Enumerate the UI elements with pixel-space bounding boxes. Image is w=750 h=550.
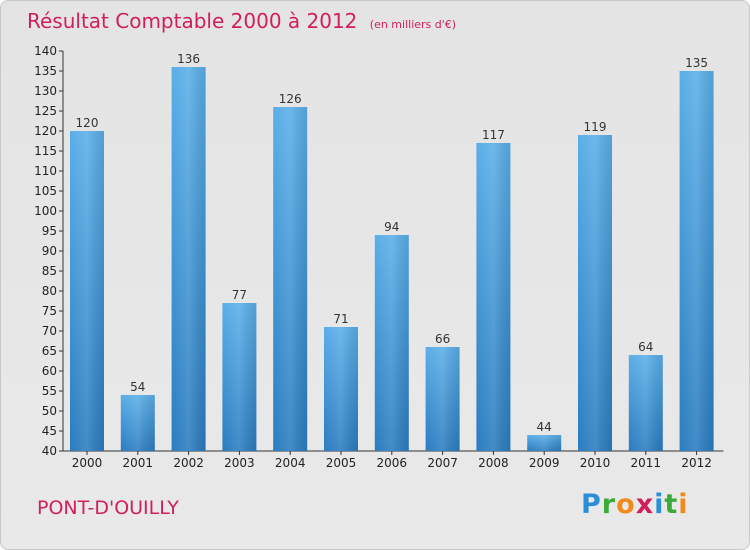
logo-letter: t bbox=[664, 489, 679, 520]
x-tick-label: 2002 bbox=[173, 456, 204, 470]
bar-shade bbox=[578, 135, 612, 451]
y-tick-label: 80 bbox=[42, 284, 57, 298]
data-label: 136 bbox=[177, 52, 200, 66]
y-tick-label: 115 bbox=[34, 144, 57, 158]
y-tick-label: 140 bbox=[34, 44, 57, 58]
bar-shade bbox=[171, 67, 206, 451]
y-tick-label: 85 bbox=[42, 264, 57, 278]
x-tick-label: 2003 bbox=[224, 456, 255, 470]
bar-chart: 4045505560657075808590951001051101151201… bbox=[34, 44, 724, 470]
x-tick-label: 2010 bbox=[580, 456, 611, 470]
y-tick-label: 60 bbox=[42, 364, 57, 378]
logo-letter: r bbox=[601, 489, 617, 520]
y-tick-label: 105 bbox=[34, 184, 57, 198]
y-tick-label: 40 bbox=[42, 444, 57, 458]
bar-shade bbox=[679, 71, 714, 451]
x-tick-label: 2011 bbox=[631, 456, 662, 470]
data-label: 66 bbox=[435, 332, 450, 346]
bar-shade bbox=[70, 131, 104, 451]
y-tick-label: 135 bbox=[34, 64, 57, 78]
data-labels: 120 54 136 77 126 71 94 66 117 44 119 64 135 bbox=[76, 52, 709, 434]
chart-subtitle: (en milliers d'€) bbox=[369, 18, 457, 31]
chart-title: Résultat Comptable 2000 à 2012 (en milli… bbox=[27, 9, 456, 33]
bar-shade bbox=[628, 355, 663, 451]
bar-shade bbox=[273, 107, 308, 451]
x-tick-label: 2008 bbox=[478, 456, 509, 470]
location-name: PONT-D'OUILLY bbox=[37, 497, 179, 519]
logo-letter: o bbox=[616, 489, 636, 520]
bars bbox=[70, 67, 714, 451]
y-tick-label: 130 bbox=[34, 84, 57, 98]
data-label: 71 bbox=[333, 312, 348, 326]
bar-shade bbox=[120, 395, 155, 451]
x-tick-label: 2004 bbox=[275, 456, 306, 470]
bar-shade bbox=[374, 235, 409, 451]
y-tick-label: 65 bbox=[42, 344, 57, 358]
y-tick-label: 95 bbox=[42, 224, 57, 238]
x-tick-label: 2012 bbox=[681, 456, 712, 470]
bar-shade bbox=[476, 143, 511, 451]
data-label: 117 bbox=[482, 128, 505, 142]
data-label: 64 bbox=[638, 340, 653, 354]
chart-title-text: Résultat Comptable 2000 à 2012 bbox=[27, 9, 358, 33]
y-tick-label: 50 bbox=[42, 404, 57, 418]
data-label: 94 bbox=[384, 220, 399, 234]
logo-letter: i bbox=[678, 489, 689, 520]
x-tick-label: 2006 bbox=[377, 456, 408, 470]
bar-shade bbox=[425, 347, 460, 451]
data-label: 135 bbox=[685, 56, 708, 70]
bar-shade bbox=[527, 435, 562, 451]
y-tick-label: 120 bbox=[34, 124, 57, 138]
bar-shade bbox=[222, 303, 257, 451]
axes: 4045505560657075808590951001051101151201… bbox=[34, 44, 724, 470]
proxiti-logo[interactable]: Proxiti bbox=[581, 489, 689, 520]
bar-shade bbox=[324, 327, 358, 451]
data-label: 126 bbox=[279, 92, 302, 106]
x-tick-label: 2005 bbox=[326, 456, 357, 470]
data-label: 54 bbox=[130, 380, 145, 394]
y-tick-label: 110 bbox=[34, 164, 57, 178]
y-tick-label: 45 bbox=[42, 424, 57, 438]
y-tick-label: 55 bbox=[42, 384, 57, 398]
x-tick-label: 2000 bbox=[72, 456, 103, 470]
data-label: 119 bbox=[584, 120, 607, 134]
x-tick-label: 2001 bbox=[123, 456, 154, 470]
data-label: 77 bbox=[232, 288, 247, 302]
y-tick-label: 90 bbox=[42, 244, 57, 258]
x-tick-label: 2007 bbox=[427, 456, 458, 470]
logo-letter: i bbox=[654, 489, 665, 520]
y-tick-label: 70 bbox=[42, 324, 57, 338]
y-tick-label: 100 bbox=[34, 204, 57, 218]
y-tick-label: 125 bbox=[34, 104, 57, 118]
data-label: 44 bbox=[537, 420, 552, 434]
x-tick-label: 2009 bbox=[529, 456, 560, 470]
logo-letter: P bbox=[581, 489, 602, 520]
data-label: 120 bbox=[76, 116, 99, 130]
logo-letter: x bbox=[635, 489, 655, 520]
y-tick-label: 75 bbox=[42, 304, 57, 318]
